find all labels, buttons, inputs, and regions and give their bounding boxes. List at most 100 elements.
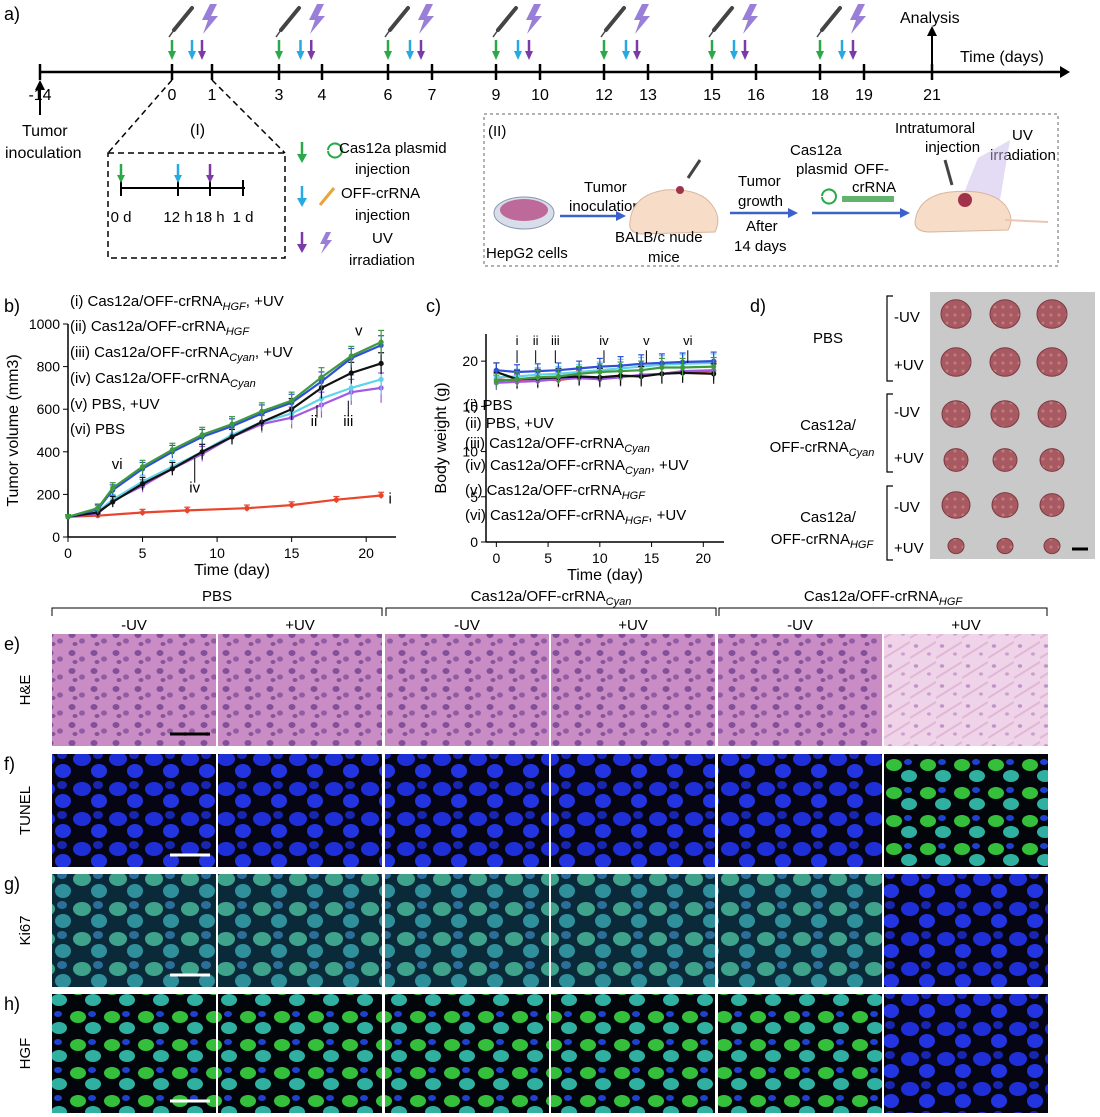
- event-arrowhead: [838, 51, 846, 60]
- ii-arrowhead-3: [900, 208, 910, 218]
- uv-lightning-icon: [320, 232, 332, 254]
- y-tick-label: 15: [462, 398, 478, 414]
- histology-group-header: PBS: [202, 588, 232, 605]
- micrograph: [218, 634, 382, 746]
- tumor-specimen: [996, 537, 1014, 555]
- syringe-icon: [686, 159, 702, 179]
- legend-b-item-2: (ii) Cas12a/OFF-crRNAHGF: [70, 318, 250, 338]
- legend-b-item-6: (vi) PBS: [70, 421, 125, 438]
- panel-label-f: f): [4, 754, 15, 774]
- treated-tumor-icon: [958, 193, 972, 207]
- tumor-specimen: [1037, 400, 1067, 428]
- micrograph: [551, 754, 715, 867]
- legend-c-item-6: (vi) Cas12a/OFF-crRNAHGF, +UV: [465, 507, 686, 527]
- row-name: H&E: [17, 675, 34, 706]
- micrograph: [718, 754, 882, 867]
- data-point: [597, 369, 603, 375]
- data-point: [110, 485, 116, 491]
- syringe-needle: [816, 29, 823, 38]
- syringe-icon: [712, 6, 734, 32]
- data-point: [244, 505, 250, 511]
- inoculation-arrowhead: [35, 80, 45, 90]
- ii-tumor-inoc-1: Tumor: [584, 179, 627, 196]
- event-arrowhead: [708, 51, 716, 60]
- series-6: [65, 329, 385, 520]
- uv-lightning-icon: [202, 4, 218, 34]
- legend-green-arrowhead: [297, 154, 307, 163]
- y-tick-label: 1000: [29, 316, 60, 332]
- group-cyan-2: OFF-crRNACyan: [770, 439, 875, 459]
- mouse-tail: [1004, 219, 1049, 223]
- y-tick-label: 0: [470, 534, 478, 550]
- uv-column-label: -UV: [454, 617, 480, 634]
- event-arrowhead: [741, 51, 749, 60]
- event-arrowhead: [514, 51, 522, 60]
- legend-b-item-5: (v) PBS, +UV: [70, 396, 160, 413]
- event-arrowhead: [417, 51, 425, 60]
- data-point: [199, 432, 205, 438]
- histology-group-header: Cas12a/OFF-crRNAHGF: [804, 588, 964, 608]
- curve-label-i: i: [389, 491, 392, 508]
- uv-column-label: -UV: [787, 617, 813, 634]
- x-tick-label: 15: [284, 545, 300, 561]
- data-point: [229, 434, 235, 440]
- hepg2-label: HepG2 cells: [486, 245, 568, 262]
- curve-label-ii: ii: [533, 333, 539, 348]
- y-tick-label: 800: [37, 359, 61, 375]
- syringe-icon: [279, 6, 301, 32]
- timeline-tick-label: 9: [492, 87, 501, 104]
- event-arrowhead: [296, 51, 305, 60]
- data-point: [110, 499, 116, 505]
- panel-c-label: c): [426, 296, 441, 316]
- uv-beam-icon: [962, 140, 1010, 200]
- tumor-specimen: [992, 448, 1018, 472]
- nude-mouse-icon: [629, 189, 719, 235]
- hepg2-cells-icon: [500, 199, 548, 221]
- event-arrowhead: [188, 51, 196, 60]
- ii-arrowhead-1: [616, 211, 626, 221]
- timeline-tick-label: 15: [703, 87, 721, 104]
- timeline-tick-label: 16: [747, 87, 765, 104]
- data-point: [378, 376, 384, 382]
- legend-uv-1: UV: [372, 230, 393, 247]
- tumor-inoculation-label-2: inoculation: [5, 145, 82, 162]
- inset-i-ticks: 0 d 12 h 18 h 1 d: [111, 164, 253, 226]
- syringe-needle: [275, 29, 282, 38]
- data-point: [535, 374, 541, 381]
- x-tick-label: 0: [492, 550, 500, 566]
- legend-uv-2: irradiation: [349, 252, 415, 269]
- timeline-tick-label: 18: [811, 87, 829, 104]
- histology-grid: e) H&E f)TUNEL g) Ki67 h) HGF: [4, 634, 1048, 1113]
- data-point: [659, 364, 665, 371]
- analysis-label: Analysis: [900, 10, 960, 27]
- syringe-icon: [496, 6, 518, 32]
- legend-c-item-1: (i) PBS: [465, 397, 513, 414]
- syringe-icon: [820, 6, 842, 32]
- micrograph: [551, 634, 715, 746]
- data-point: [289, 398, 295, 404]
- y-tick-label: 20: [462, 353, 478, 369]
- data-point: [65, 514, 71, 520]
- uv-label: -UV: [894, 404, 920, 421]
- y-tick-label: 200: [37, 486, 61, 502]
- micrograph: [52, 634, 216, 746]
- timeline-tick-label: 6: [384, 87, 393, 104]
- syringe-icon: [172, 6, 194, 32]
- event-arrowhead: [384, 51, 392, 60]
- ii-offcrrna-2: crRNA: [852, 179, 896, 196]
- uv-label: +UV: [894, 540, 924, 557]
- ii-tumor-inoc-2: inoculation: [569, 198, 641, 215]
- group-cyan-1: Cas12a/: [800, 417, 857, 434]
- tumor-specimen: [943, 448, 969, 472]
- curve-label-v: v: [643, 333, 650, 348]
- data-point: [680, 364, 686, 371]
- analysis-arrowhead: [927, 26, 937, 36]
- inset-i-tick-label: 12 h: [163, 209, 192, 226]
- y-tick-label: 400: [37, 444, 61, 460]
- x-tick-label: 5: [544, 550, 552, 566]
- data-point: [378, 339, 384, 345]
- data-point: [95, 505, 101, 511]
- curve-label-iv: iv: [189, 479, 200, 496]
- curve-label-v: v: [355, 323, 363, 340]
- x-tick-label: 20: [696, 550, 712, 566]
